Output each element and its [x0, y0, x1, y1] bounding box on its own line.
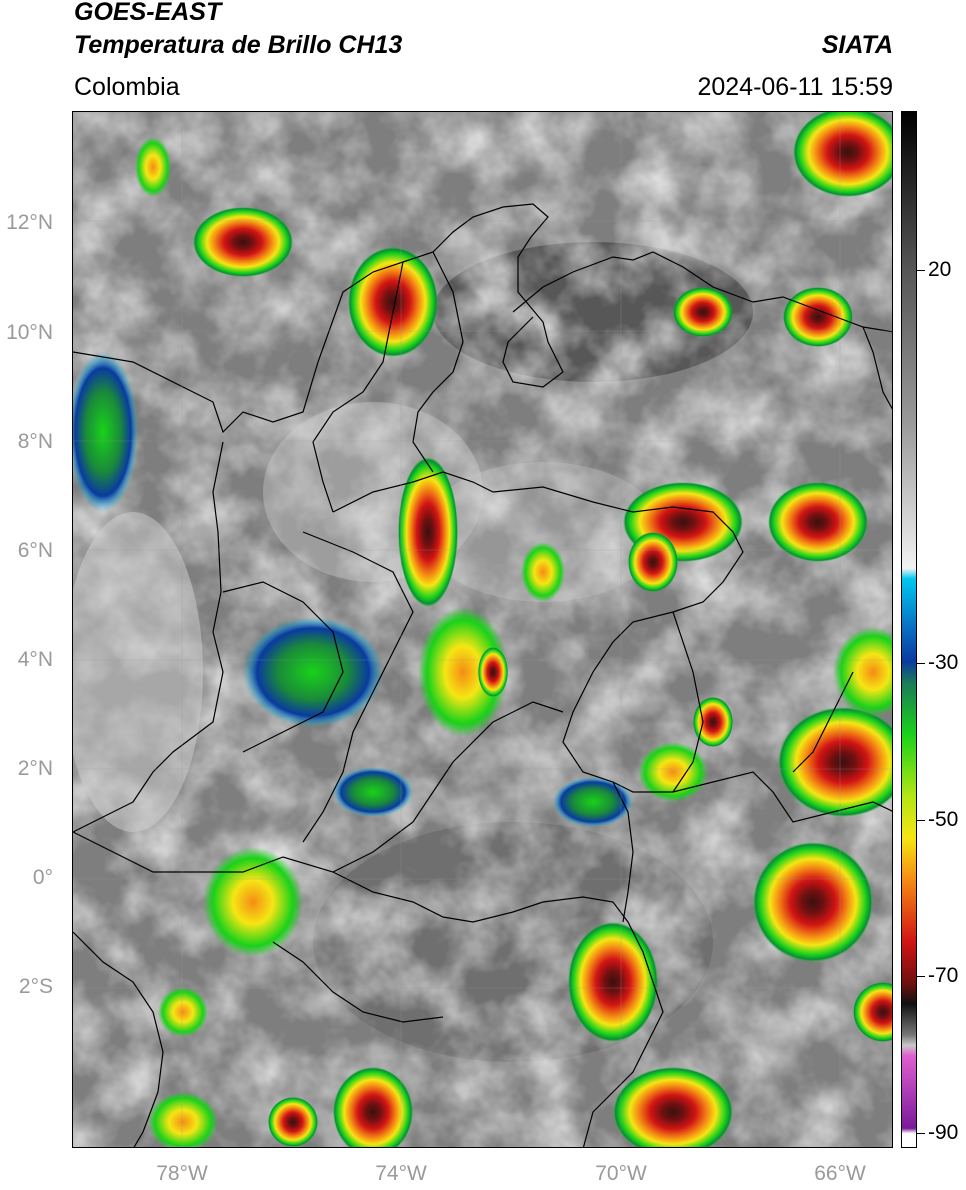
colorbar-tick	[917, 820, 925, 821]
colorbar-label-minus50: -50	[928, 808, 959, 831]
storm-cell	[568, 922, 658, 1042]
storm-cell	[793, 112, 892, 197]
colorbar-tick	[917, 976, 925, 977]
colorbar-tick	[917, 1133, 925, 1134]
storm-cell	[268, 1097, 318, 1147]
storm-cell	[398, 457, 458, 607]
product-title: Temperatura de Brillo CH13	[74, 31, 403, 59]
colorbar-label-minus30: -30	[928, 651, 959, 674]
storm-cell	[693, 697, 733, 747]
storm-cell	[203, 847, 303, 957]
storm-cell	[158, 987, 208, 1037]
cloud-band	[73, 512, 203, 832]
storm-cell	[613, 1067, 733, 1147]
colorbar-tick	[917, 663, 925, 664]
storm-cell	[673, 287, 733, 337]
colorbar-tick	[917, 270, 925, 271]
storm-cell	[753, 842, 873, 962]
map-canvas	[73, 112, 892, 1147]
storm-cell	[833, 627, 892, 717]
storm-cell	[333, 1067, 413, 1147]
storm-cell	[778, 707, 892, 817]
storm-cell	[148, 1092, 218, 1147]
colorbar	[901, 111, 917, 1148]
satellite-title: GOES-EAST	[74, 0, 222, 26]
storm-cell	[638, 742, 708, 802]
datetime-label: 2024-06-11 15:59	[697, 73, 893, 101]
colorbar-label-minus90: -90	[928, 1121, 959, 1144]
region-label: Colombia	[74, 73, 180, 101]
org-label: SIATA	[821, 31, 893, 59]
storm-cell	[193, 207, 293, 277]
storm-cell	[853, 982, 892, 1042]
storm-cell	[135, 137, 171, 197]
lat-label-2n: 2°N	[17, 757, 53, 780]
storm-cell	[783, 287, 853, 347]
colorbar-label-minus70: -70	[928, 964, 959, 987]
colorbar-gradient	[902, 112, 916, 1147]
lat-label-8n: 8°N	[17, 430, 53, 453]
political-boundaries	[73, 203, 892, 1147]
lon-label-70w: 70°W	[595, 1162, 647, 1185]
lat-label-12n: 12°N	[6, 211, 53, 234]
storm-cell	[521, 542, 565, 602]
storm-cell	[478, 647, 508, 697]
lon-label-74w: 74°W	[375, 1162, 427, 1185]
lat-label-0: 0°	[32, 866, 53, 889]
storm-cell	[628, 532, 678, 592]
colorbar-label-20: 20	[928, 258, 952, 281]
storm-cell	[553, 777, 633, 827]
lat-label-6n: 6°N	[17, 539, 53, 562]
storm-cell	[73, 352, 138, 512]
lon-label-78w: 78°W	[156, 1162, 208, 1185]
lat-label-2s: 2°S	[18, 975, 53, 998]
convective-cells	[73, 112, 892, 1147]
storm-cell	[768, 482, 868, 562]
storm-cell	[418, 607, 508, 737]
lon-label-66w: 66°W	[814, 1162, 866, 1185]
lat-label-10n: 10°N	[6, 321, 53, 344]
graticule	[73, 112, 892, 1147]
lat-label-4n: 4°N	[17, 648, 53, 671]
satellite-map[interactable]	[72, 111, 893, 1148]
storm-cell	[348, 247, 438, 357]
storm-cell	[333, 767, 413, 817]
cloud-band	[423, 462, 663, 602]
storm-cell	[243, 617, 383, 727]
